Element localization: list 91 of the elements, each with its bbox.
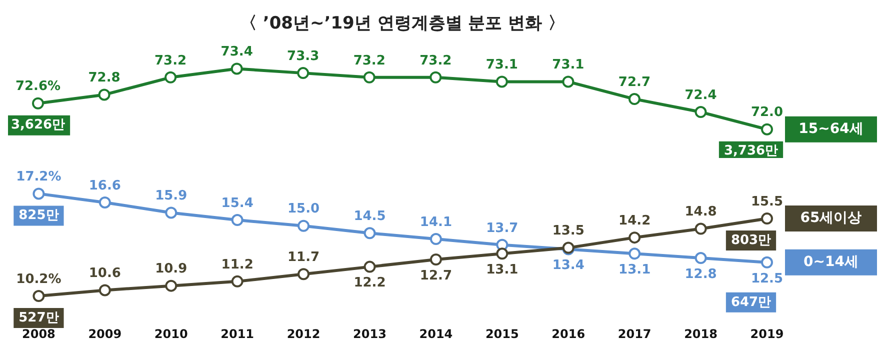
point bbox=[297, 67, 310, 80]
data-label: 13.5 bbox=[552, 224, 584, 239]
x-tick-label: 2011 bbox=[220, 326, 254, 341]
data-label: 73.2 bbox=[353, 53, 386, 68]
point bbox=[364, 260, 376, 273]
data-label: 15.4 bbox=[221, 196, 254, 211]
point bbox=[165, 206, 178, 219]
data-label: 72.8 bbox=[88, 70, 120, 86]
x-tick-label: 2019 bbox=[750, 326, 784, 341]
point bbox=[98, 88, 110, 101]
data-label: 72.4 bbox=[684, 88, 717, 103]
data-label: 15.5 bbox=[750, 194, 784, 210]
x-tick-label: 2018 bbox=[684, 326, 718, 341]
text: 0~14세 bbox=[804, 254, 858, 270]
data-label: 11.2 bbox=[221, 257, 254, 272]
x-tick-label: 2017 bbox=[618, 326, 652, 341]
point bbox=[694, 252, 707, 264]
point bbox=[430, 254, 442, 266]
x-tick-label: 2010 bbox=[154, 326, 188, 341]
data-label: 13.1 bbox=[618, 262, 651, 278]
point bbox=[628, 248, 641, 260]
series-label: 15~64세 bbox=[798, 120, 864, 137]
data-label: 73.1 bbox=[486, 58, 518, 73]
point bbox=[761, 256, 773, 268]
point bbox=[761, 212, 773, 225]
x-tick-label: 2012 bbox=[286, 326, 320, 341]
data-label: 15.0 bbox=[287, 202, 320, 217]
data-label: 10.9 bbox=[155, 262, 188, 277]
point bbox=[562, 76, 574, 88]
point bbox=[496, 76, 508, 88]
x-tick-label: 2008 bbox=[22, 326, 56, 341]
data-label: 12.5 bbox=[750, 271, 784, 286]
annotation: 3,736만 bbox=[724, 144, 778, 159]
data-label: 14.2 bbox=[618, 213, 651, 228]
data-label: 72.7 bbox=[618, 74, 650, 90]
point bbox=[628, 232, 641, 244]
x-tick-label: 2009 bbox=[88, 326, 122, 341]
data-label: 14.1 bbox=[420, 214, 452, 230]
point bbox=[32, 97, 44, 110]
point bbox=[230, 62, 243, 75]
point bbox=[363, 71, 376, 84]
point bbox=[298, 220, 310, 232]
point bbox=[628, 93, 640, 106]
data-label: 13.4 bbox=[552, 258, 584, 274]
point bbox=[32, 290, 45, 302]
annotation: 825만 bbox=[18, 208, 59, 224]
data-label: 73.1 bbox=[552, 58, 584, 73]
annotation: 3,626만 bbox=[10, 118, 66, 133]
data-label: 12.8 bbox=[684, 266, 717, 282]
point bbox=[298, 268, 310, 280]
point bbox=[231, 214, 244, 226]
data-label: 14.8 bbox=[684, 204, 717, 220]
point bbox=[165, 280, 178, 292]
data-label: 73.3 bbox=[287, 48, 320, 64]
data-label: 17.2% bbox=[16, 170, 62, 185]
data-label: 10.6 bbox=[88, 266, 121, 282]
point bbox=[98, 196, 111, 208]
x-tick-label: 2015 bbox=[485, 326, 519, 341]
data-label: 13.7 bbox=[486, 220, 518, 236]
point bbox=[694, 222, 707, 235]
point bbox=[98, 284, 111, 296]
data-label: 73.4 bbox=[220, 44, 253, 60]
data-label: 14.5 bbox=[354, 209, 386, 224]
point bbox=[364, 227, 376, 240]
chart-title: 〈 ’08년~’19년 연령계층별 분포 변화 〉 bbox=[240, 14, 566, 34]
x-tick-label: 2014 bbox=[419, 326, 453, 341]
annotation: 647만 bbox=[730, 294, 772, 310]
point bbox=[761, 123, 773, 136]
data-label: 15.9 bbox=[155, 188, 188, 204]
point bbox=[694, 106, 707, 118]
point bbox=[430, 71, 442, 84]
text: 65세이상 bbox=[800, 210, 862, 226]
annotation: 527만 bbox=[18, 310, 59, 326]
data-label: 12.2 bbox=[354, 276, 386, 291]
point bbox=[231, 275, 244, 288]
annotation: 803만 bbox=[730, 232, 772, 248]
data-label: 72.0 bbox=[750, 105, 784, 120]
data-label: 12.7 bbox=[420, 268, 452, 284]
data-label: 73.2 bbox=[154, 53, 187, 68]
data-label: 72.6% bbox=[15, 79, 61, 94]
point bbox=[32, 188, 45, 200]
data-label: 11.7 bbox=[287, 250, 320, 265]
point bbox=[496, 248, 508, 260]
data-label: 10.2% bbox=[16, 272, 62, 287]
data-label: 73.2 bbox=[420, 53, 452, 68]
point bbox=[430, 233, 442, 246]
data-label: 16.6 bbox=[88, 178, 121, 194]
point bbox=[164, 71, 177, 84]
data-label: 13.1 bbox=[486, 262, 518, 278]
x-tick-label: 2013 bbox=[353, 326, 386, 341]
x-tick-label: 2016 bbox=[552, 326, 586, 341]
